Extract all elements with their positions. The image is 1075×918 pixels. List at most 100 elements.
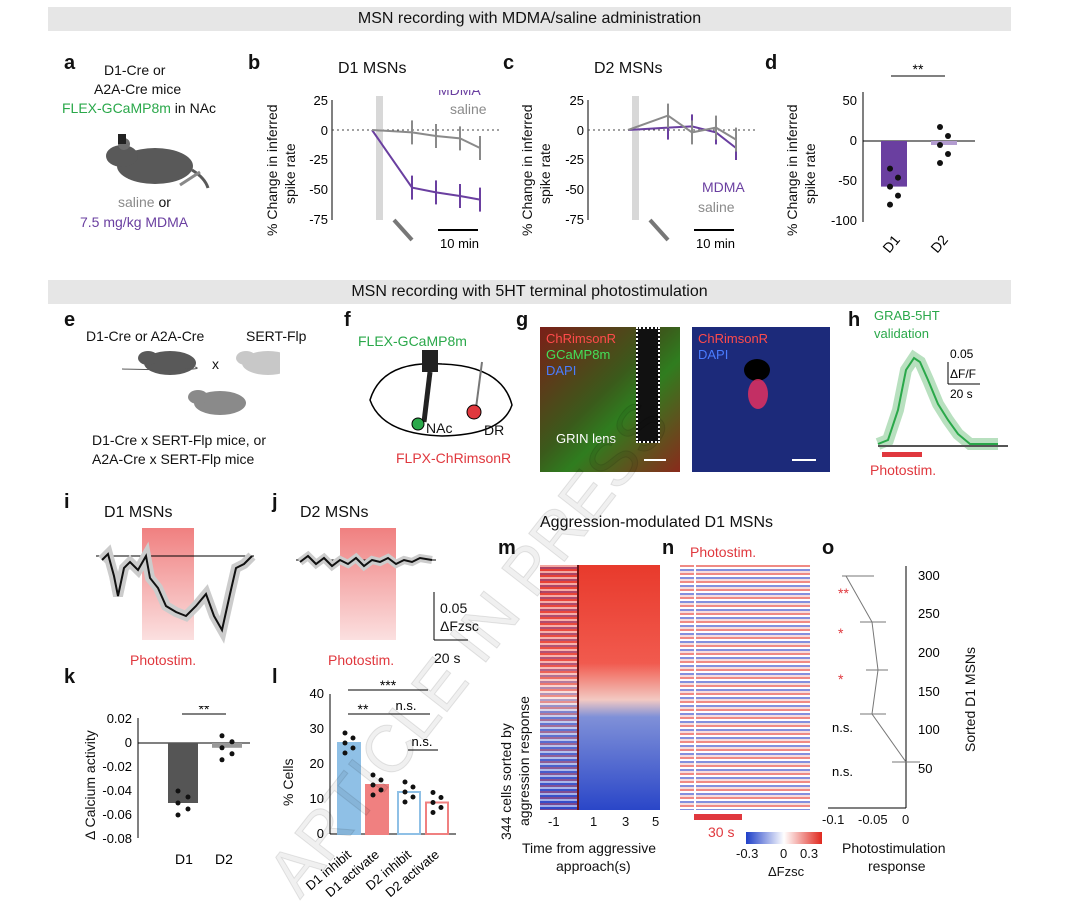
panel-o-xtick-1: -0.05	[858, 812, 888, 827]
panel-b-ytick-0: 25	[314, 93, 328, 108]
panel-k-ytick-0: 0.02	[107, 711, 132, 726]
panel-k-ytick-5: -0.08	[102, 831, 132, 846]
panel-j-trace	[299, 554, 433, 568]
panel-n-cbar-tick-2: 0.3	[800, 846, 819, 861]
panel-k-xtick-1: D2	[215, 851, 233, 867]
panel-b-syringe-icon	[392, 218, 414, 242]
panel-h-title2: validation	[874, 326, 929, 341]
panel-d-dot	[937, 142, 943, 148]
panel-m-xtick-1: 1	[590, 814, 598, 829]
mouse-illustration	[106, 134, 210, 189]
panel-o-chart: ** * * n.s. n.s. 300 250 200 150 100 50	[828, 566, 940, 809]
panel-b-legend-saline: saline	[450, 101, 487, 117]
panel-f-nac: NAc	[426, 420, 453, 436]
panel-j-scale-y: 0.05	[440, 600, 468, 616]
panel-o-xtick-0: -0.1	[822, 812, 845, 827]
panel-k-dot	[219, 757, 225, 763]
panel-j-chart	[296, 528, 436, 640]
panel-letter-e: e	[64, 309, 76, 331]
panel-j-title: D2 MSNs	[300, 504, 369, 521]
panel-o-ytick-1: 250	[918, 606, 940, 621]
panel-f-brain-diagram	[369, 350, 513, 437]
panel-k-dot	[219, 745, 225, 751]
panel-l-sig1: ***	[380, 677, 397, 693]
panel-n-stim: Photostim.	[690, 544, 757, 560]
panel-d-ytick-1: 0	[850, 133, 857, 148]
panel-b-scalebar-label: 10 min	[440, 236, 479, 250]
panel-k-sig: **	[199, 706, 210, 717]
panel-k-dot	[219, 733, 225, 739]
panel-l-dot	[370, 782, 376, 788]
panel-a-virus-line: FLEX-GCaMP8m in NAc	[62, 100, 216, 116]
panel-n-cbar-tick-1: 0	[780, 846, 788, 861]
panel-letter-i: i	[64, 491, 70, 513]
panel-d-bar-1	[931, 141, 957, 145]
panel-l-dot	[410, 784, 416, 790]
panel-c-legend-mdma: MDMA	[702, 179, 745, 195]
panel-b-ytick-4: -75	[309, 212, 328, 227]
panel-n-cbar-label: ΔFzsc	[768, 864, 805, 879]
panel-e-left: D1-Cre or A2A-Cre	[86, 328, 205, 344]
panel-d-ytick-3: -100	[831, 213, 857, 228]
panel-m-heatmap	[540, 565, 660, 810]
panel-c-series	[627, 103, 737, 160]
panel-d-chart: 50 0 -50 -100 ** D1 D2	[831, 62, 975, 256]
panel-l-dot	[402, 799, 408, 805]
panel-e-cap1: D1-Cre x SERT-Flp mice, or	[92, 432, 266, 448]
panel-m-ylabel1: 344 cells sorted by	[498, 723, 514, 840]
panel-l-dot	[438, 795, 444, 800]
panel-h-title1: GRAB-5HT	[874, 308, 940, 323]
panel-j-scalebar	[433, 592, 468, 641]
panel-k-ytick-1: 0	[125, 735, 132, 750]
panel-o-ytick-4: 100	[918, 722, 940, 737]
panel-d-ytick-0: 50	[843, 93, 857, 108]
panel-a-or: or	[154, 194, 171, 210]
panel-m-xlabel1: Time from aggressive	[522, 840, 657, 856]
panel-a-line1: D1-Cre or	[104, 62, 166, 78]
panel-b-ylabel2: spike rate	[282, 143, 298, 204]
panel-b-ytick-2: -25	[309, 152, 328, 167]
panel-f-virus-top: FLEX-GCaMP8m	[358, 333, 467, 349]
panel-n-heatmap	[680, 565, 810, 810]
panel-h-stim: Photostim.	[870, 462, 937, 478]
panel-m-ylabel2: aggression response	[516, 696, 532, 826]
panel-h-chart: 0.05 ΔF/F 20 s	[875, 347, 1008, 457]
panel-k-xtick-0: D1	[175, 851, 193, 867]
panel-d-xtick-0: D1	[879, 232, 903, 256]
panel-o-sig-2: *	[838, 671, 844, 687]
panel-o-xlabel1: Photostimulation	[842, 840, 946, 856]
panel-k-bar-0	[168, 743, 198, 803]
panel-h-scale-y-label: 0.05	[950, 347, 974, 361]
panel-d-dot	[945, 133, 951, 139]
panel-g-left-l2: GCaMP8m	[546, 347, 611, 362]
panel-letter-a: a	[64, 52, 76, 74]
panel-l-dot	[378, 777, 384, 783]
banner-mdma: MSN recording with MDMA/saline administr…	[48, 7, 1011, 31]
panel-l-dot	[402, 789, 408, 795]
panel-g-right-l2: DAPI	[698, 347, 729, 362]
panel-k-ytick-4: -0.06	[102, 807, 132, 822]
panel-l-bar-1	[365, 784, 389, 835]
panel-m-xtick-0: -1	[548, 814, 560, 829]
panel-c-scalebar-label: 10 min	[696, 236, 735, 250]
panel-e-cross: x	[212, 356, 219, 372]
panel-j-scale-y-unit: ΔFzsc	[440, 618, 479, 634]
panel-l-dot	[342, 730, 348, 736]
panel-l-sig2: **	[358, 701, 369, 717]
panel-m-xtick-3: 5	[652, 814, 660, 829]
panel-b-series	[371, 120, 481, 212]
panel-l-sig4: n.s.	[412, 734, 433, 749]
panel-b-injection-bar	[376, 96, 383, 220]
panel-m-baseline-region	[540, 565, 578, 810]
panel-l-dot	[438, 805, 444, 810]
panel-l-bar-2	[397, 791, 421, 835]
panel-g-image-left: ChRimsonR GCaMP8m DAPI GRIN lens	[540, 327, 680, 472]
panel-b-title: D1 MSNs	[338, 60, 407, 77]
panel-letter-k: k	[64, 666, 76, 688]
panel-i-stim: Photostim.	[130, 652, 197, 668]
panel-i-title: D1 MSNs	[104, 504, 173, 521]
panel-l-dot	[430, 790, 436, 795]
panel-c-ytick-4: -75	[565, 212, 584, 227]
panel-l-dot	[370, 772, 376, 778]
panel-h-sem	[875, 349, 998, 450]
